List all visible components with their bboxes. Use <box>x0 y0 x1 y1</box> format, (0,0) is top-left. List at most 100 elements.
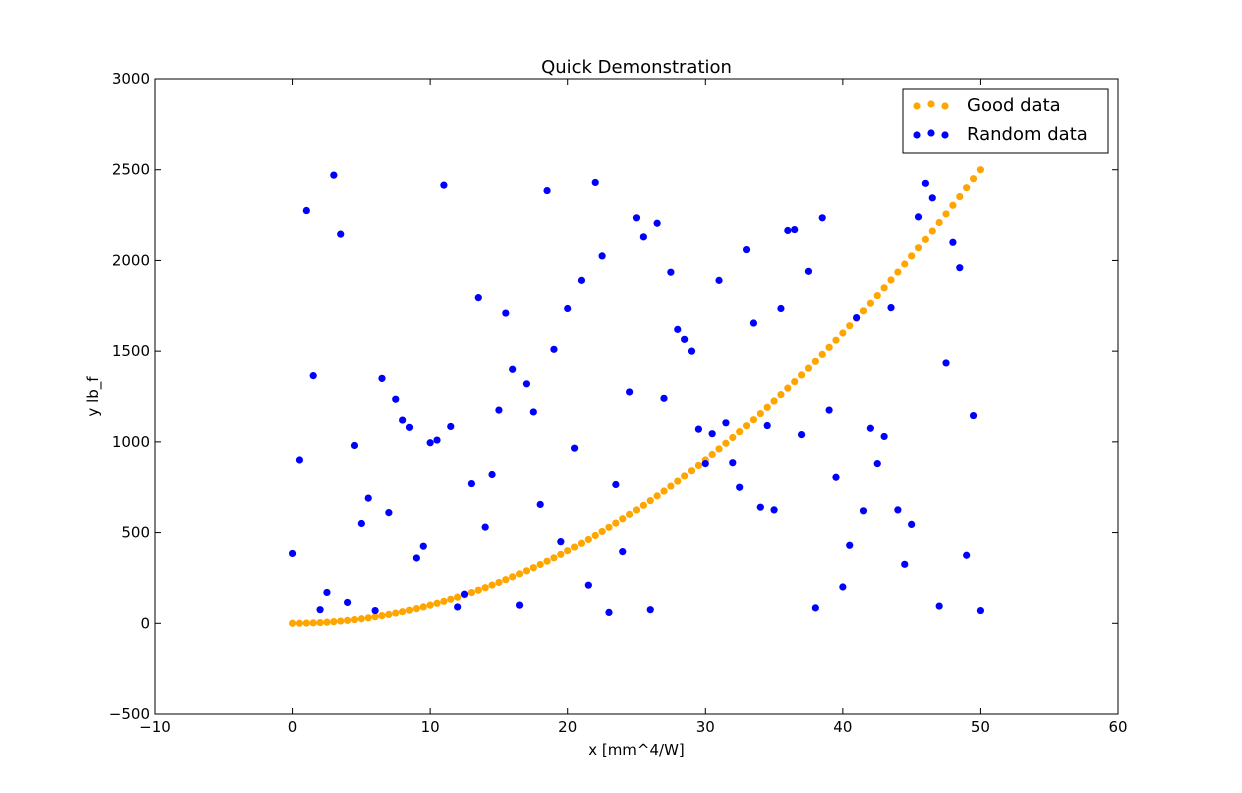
random-data-point <box>481 523 489 531</box>
legend-entry: Random data <box>913 124 1088 145</box>
good-data-point <box>323 618 331 626</box>
good-data-point <box>454 593 462 601</box>
legend-marker <box>913 131 921 139</box>
good-data-point <box>784 384 792 392</box>
random-data-point <box>784 226 792 235</box>
good-data-point <box>302 619 310 627</box>
good-data-point <box>371 613 379 621</box>
axis-ticks: −10 0 10 20 30 40 50 60 −500 0 500 1000 1500 2000 2500… <box>109 70 1128 736</box>
good-data-point <box>708 450 716 459</box>
y-tick-label: 2500 <box>112 161 150 179</box>
good-data-point <box>440 597 448 605</box>
good-data-point <box>399 608 407 616</box>
random-data-point <box>859 507 868 515</box>
good-data-point <box>316 618 324 627</box>
random-data-point <box>323 588 331 597</box>
y-tick-label: 3000 <box>112 70 150 88</box>
random-data-point <box>804 267 813 275</box>
random-data-point <box>839 583 847 591</box>
random-data-point <box>928 194 936 202</box>
good-data-point <box>364 614 372 622</box>
good-data-point <box>309 619 317 627</box>
good-data-point <box>591 531 599 540</box>
random-data-point <box>722 419 730 427</box>
random-data-point <box>901 560 909 568</box>
random-data-point <box>770 506 778 514</box>
random-data-point <box>736 483 744 491</box>
good-data-point <box>797 371 806 379</box>
x-tick-label: 60 <box>1108 718 1127 736</box>
random-data-point <box>749 319 758 327</box>
random-data-point <box>639 233 647 241</box>
good-data-point <box>949 201 957 209</box>
random-data-point <box>976 606 985 615</box>
random-data-point <box>309 372 317 380</box>
good-data-point <box>577 539 586 547</box>
x-tick-label: 10 <box>421 718 440 736</box>
good-data-point <box>866 299 874 307</box>
random-data-point <box>969 411 978 420</box>
good-data-point <box>344 616 352 624</box>
legend-box <box>902 88 1109 154</box>
good-data-point <box>481 584 489 592</box>
random-data-point <box>447 422 455 431</box>
good-data-point <box>509 573 517 581</box>
good-data-point <box>687 467 696 475</box>
y-axis-label: y lb_f <box>84 376 103 417</box>
random-data-point <box>963 551 971 559</box>
random-data-point <box>846 541 854 549</box>
random-data-point <box>880 432 888 441</box>
good-data-point <box>392 609 400 617</box>
random-data-point <box>564 304 572 313</box>
good-data-point <box>756 409 764 418</box>
random-data-point <box>412 554 420 562</box>
y-tick-label: 0 <box>140 614 150 632</box>
good-data-point <box>777 391 785 399</box>
x-tick-label: 20 <box>558 718 577 736</box>
good-data-point <box>956 192 964 201</box>
good-data-point <box>942 210 950 218</box>
good-data-point <box>584 535 592 544</box>
good-data-point <box>653 492 661 500</box>
good-data-point <box>825 343 833 351</box>
good-data-point <box>770 397 778 405</box>
good-data-point <box>502 576 510 584</box>
random-data-point <box>866 424 874 432</box>
good-data-point <box>880 284 888 292</box>
random-data-point <box>433 436 441 444</box>
random-data-point <box>908 520 916 529</box>
y-tick-label: −500 <box>109 705 150 723</box>
good-data-point <box>804 364 813 372</box>
good-data-point <box>605 523 613 531</box>
random-data-point <box>440 181 448 189</box>
good-data-point <box>350 616 359 624</box>
good-data-point <box>515 570 524 578</box>
random-data-point <box>653 219 661 227</box>
legend: Good data Random data <box>902 88 1109 154</box>
good-data-point <box>626 510 634 518</box>
good-data-point <box>495 578 503 587</box>
good-data-point <box>846 322 854 330</box>
random-data-point <box>763 421 771 430</box>
good-data-point <box>928 227 936 235</box>
good-data-point <box>811 357 819 365</box>
legend-label: Random data <box>967 124 1088 145</box>
good-data-point <box>921 235 930 243</box>
random-data-point <box>509 365 517 373</box>
random-data-point <box>612 480 620 489</box>
good-data-point <box>818 350 826 358</box>
good-data-point <box>901 260 909 268</box>
good-data-point <box>378 612 386 620</box>
random-data-point <box>550 345 558 353</box>
random-data-point <box>701 460 709 468</box>
random-data-point <box>474 294 482 302</box>
good-data-point <box>969 175 978 183</box>
random-data-point <box>914 213 923 221</box>
random-data-point <box>667 268 675 276</box>
random-data-point <box>887 304 895 312</box>
random-data-point <box>557 538 565 546</box>
good-data-point <box>488 581 496 589</box>
random-data-point <box>302 206 310 215</box>
random-data-point <box>378 374 386 382</box>
